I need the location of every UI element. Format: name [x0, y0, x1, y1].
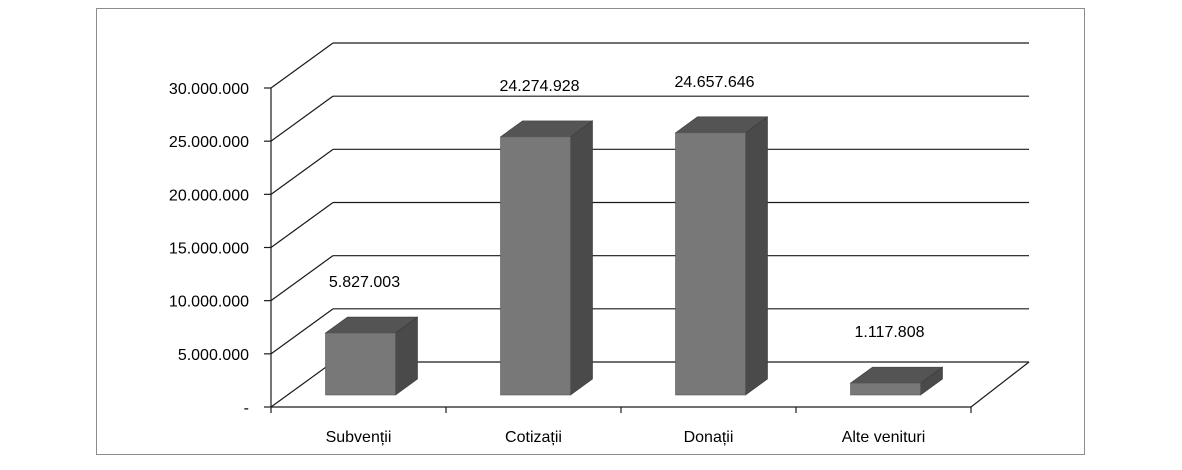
y-tick-label: 15.000.000 [169, 241, 249, 258]
bar [325, 332, 396, 396]
gridline-diagonal [270, 308, 334, 355]
bar [675, 132, 746, 396]
y-tick-label: 10.000.000 [169, 294, 249, 311]
data-label: 24.274.928 [499, 78, 579, 95]
y-tick-label: 5.000.000 [178, 347, 249, 364]
gridline-diagonal [270, 95, 334, 142]
floor-edge-left [270, 361, 334, 408]
gridline-diagonal [270, 202, 334, 248]
y-tick-label: 25.000.000 [169, 134, 249, 151]
gridline-diagonal [270, 255, 334, 302]
data-label: 5.827.003 [329, 274, 400, 291]
x-tick-label: Alte venituri [842, 429, 926, 446]
x-tick-label: Donații [684, 429, 734, 446]
gridline-diagonal [270, 148, 334, 195]
bar-side [570, 120, 593, 396]
bar [850, 382, 921, 396]
gridline-diagonal [270, 42, 334, 89]
bar [500, 136, 571, 396]
x-tick-label: Subvenții [326, 429, 392, 446]
y-tick-label: 20.000.000 [169, 187, 249, 204]
floor-edge-right [970, 361, 1030, 408]
data-label: 24.657.646 [674, 74, 754, 91]
y-tick-label: 30.000.000 [169, 81, 249, 98]
x-tick-label: Cotizații [505, 429, 562, 446]
bar-side [745, 116, 768, 396]
y-tick-label: - [244, 400, 249, 417]
data-label: 1.117.808 [855, 324, 925, 341]
